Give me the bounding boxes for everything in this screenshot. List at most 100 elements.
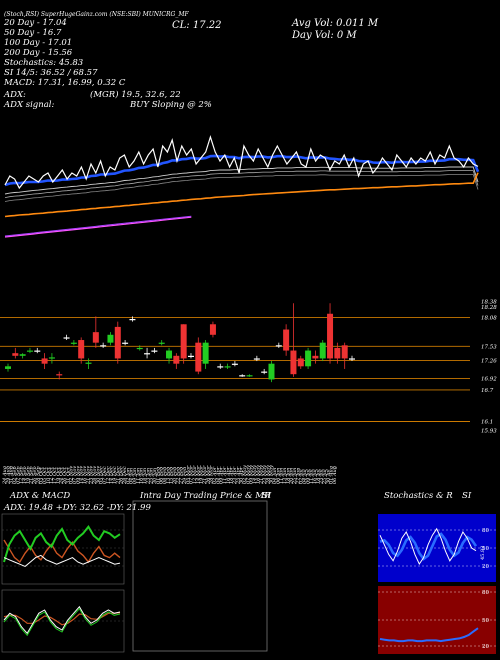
- date-tick-label: 07 Nov: [72, 466, 78, 484]
- date-tick-label: 23 Apr: [232, 466, 238, 485]
- date-tick-label: 02 Jan: [125, 468, 131, 484]
- date-tick-label: 12 Mar: [192, 465, 198, 484]
- date-tick-label: 30 Nov: [95, 466, 101, 484]
- candle-body: [12, 353, 19, 356]
- date-tick-label: 18 Jan: [142, 468, 148, 484]
- stoch-title: Stochastics & R: [384, 491, 453, 501]
- date-tick-label: 19 Sep: [25, 466, 31, 484]
- date-tick-label: 04 Jun: [272, 468, 278, 484]
- candle-body: [268, 363, 275, 380]
- adx-signal-label: ADX signal:: [4, 100, 55, 110]
- date-tick-label: 28 Sep: [35, 466, 41, 485]
- candle-body: [136, 347, 143, 350]
- date-tick-label: 17 Oct: [52, 466, 58, 484]
- date-tick-label: 13 Feb: [165, 467, 171, 484]
- date-tick-label: 21 May: [259, 465, 265, 485]
- date-tick-label: 31 Aug: [9, 466, 15, 484]
- date-tick-label: 27 Jun: [295, 468, 301, 485]
- date-tick-label: 01 Feb: [155, 467, 161, 484]
- date-tick-label: 30 Apr: [239, 466, 245, 484]
- price-tick-label: 17.26: [481, 359, 497, 365]
- candle-body: [144, 353, 151, 355]
- date-tick-label: 16 Jul: [312, 469, 318, 484]
- date-tick-label: 14 Mar: [195, 465, 201, 484]
- candle-body: [209, 324, 216, 335]
- rsi-axis-label: 80: [482, 590, 489, 596]
- date-tick-label: 22 Feb: [175, 467, 181, 485]
- date-tick-label: 07 May: [245, 465, 251, 484]
- date-tick-label: 07 Sep: [15, 466, 21, 484]
- date-tick-label: 09 Apr: [219, 466, 225, 484]
- avg-vol-label: Avg Vol: 0.011 M: [292, 18, 379, 29]
- date-tick-label: 16 May: [255, 465, 261, 484]
- price-tick-label: 17.53: [481, 344, 497, 350]
- candle-body: [41, 358, 48, 364]
- candle-body: [349, 358, 355, 360]
- candle-body: [297, 358, 304, 367]
- ema-band-line: [4, 174, 479, 202]
- macd-line: [3, 607, 121, 637]
- header-line: (Stoch,RSI) SuperHugeGainz.com (NSE:SBI)…: [4, 11, 189, 18]
- date-tick-label: 06 Jun: [275, 468, 281, 484]
- date-tick-label: 11 Jul: [309, 469, 315, 484]
- date-tick-label: 06 Feb: [159, 467, 165, 484]
- candle-body: [253, 358, 260, 360]
- adx-panel-title: ADX & MACD: [10, 491, 71, 501]
- intraday-title: Intra Day Trading Price & MR: [140, 491, 271, 501]
- date-tick-label: 07 Dec: [102, 466, 108, 484]
- date-tick-label: 25 Jul: [322, 469, 328, 485]
- date-tick-label: 21 Nov: [85, 466, 91, 485]
- date-tick-label: 02 May: [242, 465, 248, 484]
- date-tick-label: 19 Mar: [199, 465, 205, 484]
- date-tick-label: 09 May: [249, 465, 255, 484]
- stoch-panel: [378, 514, 496, 582]
- ema200-label: 200 Day - 15.56: [4, 48, 73, 58]
- date-tick-label: 19 Dec: [112, 466, 118, 484]
- date-tick-label: 25 Jun: [292, 468, 298, 485]
- date-tick-label: 08 Feb: [162, 467, 168, 484]
- date-tick-label: 26 Mar: [205, 465, 211, 485]
- date-tick-label: 23 Nov: [89, 466, 95, 485]
- adx-line: [3, 554, 121, 567]
- date-tick-label: 28 May: [265, 465, 271, 485]
- candle-body: [187, 355, 194, 358]
- candle-body: [195, 342, 202, 372]
- intraday-panel: [132, 500, 268, 652]
- price-tick-label: 16.7: [481, 388, 494, 394]
- date-tick-label: 04 Apr: [215, 466, 221, 484]
- date-tick-label: 15 Feb: [169, 467, 175, 484]
- date-tick-label: 12 Dec: [105, 466, 111, 484]
- candle-body: [202, 342, 209, 364]
- date-tick-label: 02 Jul: [299, 469, 305, 484]
- candle-body: [231, 363, 238, 365]
- stoch-si: SI: [462, 491, 472, 501]
- rsi-line: [379, 627, 479, 643]
- date-tick-label: 19 Oct: [55, 466, 61, 484]
- date-tick-label: 01 Aug: [329, 466, 335, 484]
- candle-body: [5, 366, 11, 369]
- date-tick-label: 24 Oct: [59, 466, 65, 485]
- candle-body: [85, 362, 92, 364]
- date-tick-label: 07 Mar: [189, 465, 195, 484]
- date-tick-label: 28 Dec: [122, 466, 128, 485]
- date-tick-label: 12 Sep: [19, 466, 25, 484]
- price-tick-label: 18.08: [481, 315, 497, 321]
- date-tick-label: 23 Jul: [319, 469, 325, 485]
- candle-body: [283, 329, 290, 351]
- candle-body: [78, 340, 85, 359]
- date-tick-label: 26 Oct: [62, 466, 68, 485]
- adx-values: (MGR) 19.5, 32.6, 22: [90, 90, 181, 100]
- candle-body: [100, 345, 107, 347]
- date-tick-label: 26 Sep: [32, 466, 38, 485]
- date-tick-label: 21 Dec: [115, 466, 121, 485]
- candle-body: [327, 313, 334, 359]
- ema200-line: [4, 215, 192, 237]
- candle-body: [122, 342, 129, 344]
- date-tick-label: 09 Nov: [75, 466, 81, 484]
- candle-body: [56, 374, 63, 376]
- date-tick-label: 28 Nov: [92, 466, 98, 485]
- rsi-axis-label: 20: [482, 644, 489, 650]
- price-tick-label: 18.28: [481, 305, 497, 311]
- date-tick-label: 09 Jul: [305, 469, 311, 484]
